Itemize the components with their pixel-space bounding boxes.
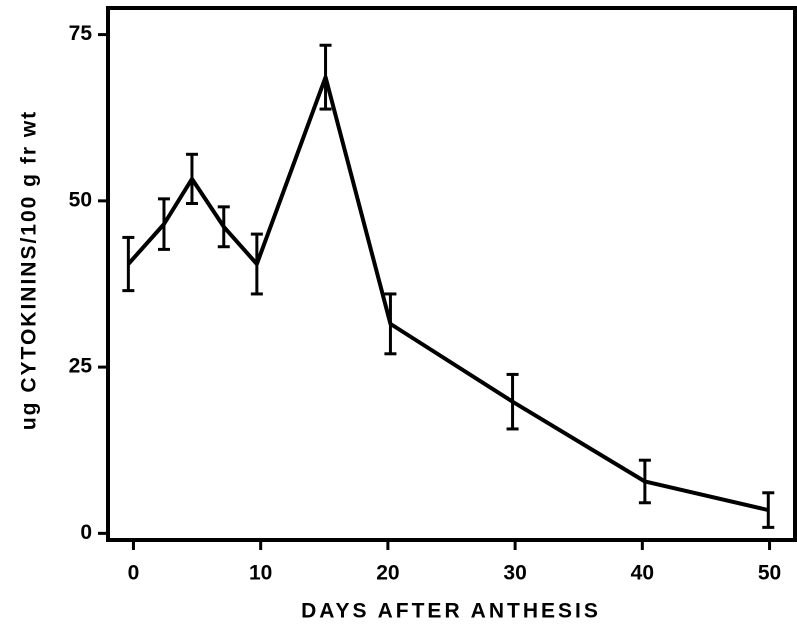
x-tick-label: 10 [249,562,272,585]
x-tick-label: 40 [631,562,654,585]
x-tick-label: 30 [503,562,526,585]
y-tick-label: 50 [69,188,92,211]
error-bar [217,205,230,249]
x-tick-label: 50 [758,562,781,585]
error-bar [122,235,135,293]
y-tick-label: 25 [69,355,93,378]
data-line [126,75,769,513]
error-bar [319,43,332,111]
x-tick-label: 20 [376,562,399,585]
error-bar [185,152,198,206]
error-bar [762,491,775,529]
error-bar [506,372,519,431]
y-tick-label: 75 [69,22,93,45]
x-tick-label: 0 [128,562,140,585]
error-bar [157,197,170,251]
x-axis-label: DAYS AFTER ANTHESIS [301,600,601,623]
y-axis-label: ug CYTOKININS/100 g fr wt [18,110,41,430]
error-bar [384,292,397,356]
error-bar [638,458,651,505]
error-bar [250,232,263,296]
plot-frame [106,6,797,542]
y-tick-label: 0 [80,521,92,544]
